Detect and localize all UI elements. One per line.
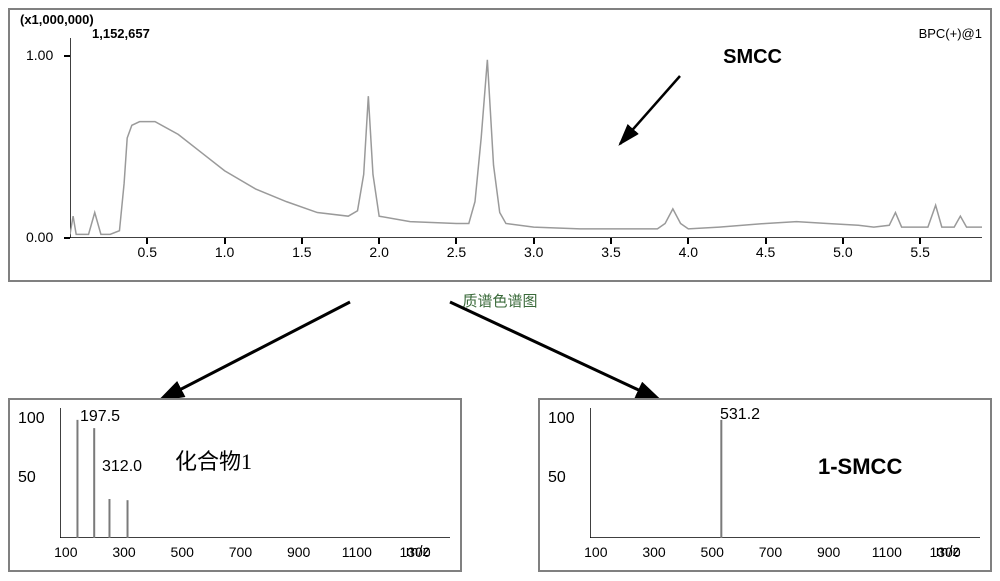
xtick-label: 500 xyxy=(701,544,724,560)
xtick-mark xyxy=(765,238,767,244)
xtick-label: 300 xyxy=(642,544,665,560)
peak-label: 531.2 xyxy=(720,406,760,424)
ytick-mark xyxy=(64,55,70,57)
spectrum-title: 1-SMCC xyxy=(818,454,902,480)
xtick-label: 4.0 xyxy=(679,244,698,260)
right-arrow-icon xyxy=(430,300,670,410)
ytick-label: 100 xyxy=(18,410,45,428)
xtick-mark xyxy=(224,238,226,244)
xtick-label: 100 xyxy=(54,544,77,560)
xtick-mark xyxy=(919,238,921,244)
xtick-label: 3.0 xyxy=(524,244,543,260)
xtick-label: 1.5 xyxy=(292,244,311,260)
xtick-label: 0.5 xyxy=(138,244,157,260)
mass-spectrum-right-svg xyxy=(590,408,980,538)
xtick-mark xyxy=(378,238,380,244)
peak-label: 312.0 xyxy=(102,458,142,476)
xtick-mark xyxy=(610,238,612,244)
xtick-label: 4.5 xyxy=(756,244,775,260)
peak-label: 197.5 xyxy=(80,408,120,426)
xtick-mark xyxy=(301,238,303,244)
xtick-label: 900 xyxy=(287,544,310,560)
xtick-mark xyxy=(687,238,689,244)
xtick-mark xyxy=(533,238,535,244)
mass-spectrum-left-panel: 5010010030050070090011001300m/z197.5312.… xyxy=(8,398,462,572)
xtick-label: 2.5 xyxy=(447,244,466,260)
ytick-label: 1.00 xyxy=(26,47,53,63)
xtick-label: 500 xyxy=(171,544,194,560)
xtick-label: 100 xyxy=(584,544,607,560)
x-axis-label: m/z xyxy=(936,543,960,560)
xtick-mark xyxy=(842,238,844,244)
chromatogram-panel: (x1,000,000) 1,152,657 BPC(+)@1 0.001.00… xyxy=(8,8,992,282)
mass-spectrum-right-panel: 5010010030050070090011001300m/z531.2 1-S… xyxy=(538,398,992,572)
xtick-label: 5.5 xyxy=(910,244,929,260)
x-axis-label: m/z xyxy=(406,543,430,560)
xtick-label: 1100 xyxy=(342,544,372,560)
scale-label: (x1,000,000) xyxy=(20,12,94,27)
xtick-label: 1100 xyxy=(872,544,902,560)
mass-spectrum-right-plot: 5010010030050070090011001300m/z531.2 xyxy=(590,408,980,538)
chromatogram-svg xyxy=(70,38,982,238)
xtick-label: 900 xyxy=(817,544,840,560)
spectrum-title: 化合物1 xyxy=(175,444,252,476)
xtick-label: 300 xyxy=(112,544,135,560)
ytick-label: 50 xyxy=(18,469,36,487)
smcc-annotation-label: SMCC xyxy=(723,46,782,69)
xtick-label: 5.0 xyxy=(833,244,852,260)
xtick-mark xyxy=(455,238,457,244)
ytick-label: 50 xyxy=(548,469,566,487)
xtick-mark xyxy=(146,238,148,244)
xtick-label: 1.0 xyxy=(215,244,234,260)
ytick-mark xyxy=(64,237,70,239)
chromatogram-plot: 0.001.000.51.01.52.02.53.03.54.04.55.05.… xyxy=(70,38,982,238)
left-arrow-icon xyxy=(150,300,390,410)
smcc-arrow-icon xyxy=(610,72,690,152)
xtick-label: 700 xyxy=(759,544,782,560)
xtick-label: 700 xyxy=(229,544,252,560)
xtick-label: 2.0 xyxy=(369,244,388,260)
ytick-label: 0.00 xyxy=(26,229,53,245)
mass-spectrum-left-plot: 5010010030050070090011001300m/z197.5312.… xyxy=(60,408,450,538)
ytick-label: 100 xyxy=(548,410,575,428)
xtick-label: 3.5 xyxy=(601,244,620,260)
